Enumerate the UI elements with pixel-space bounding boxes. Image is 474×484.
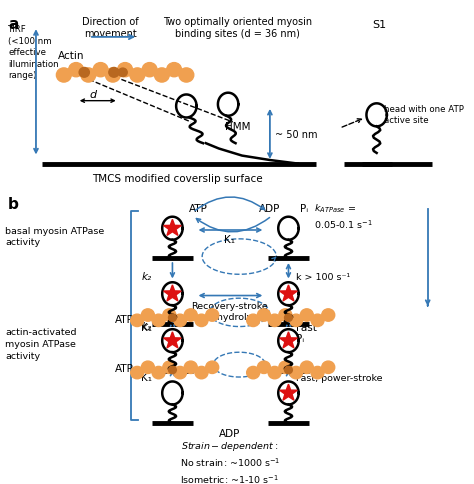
Circle shape bbox=[268, 315, 281, 327]
Circle shape bbox=[81, 69, 96, 83]
Circle shape bbox=[141, 362, 155, 374]
Circle shape bbox=[152, 367, 165, 379]
Circle shape bbox=[56, 69, 71, 83]
Circle shape bbox=[69, 63, 83, 77]
Circle shape bbox=[206, 362, 219, 374]
Circle shape bbox=[195, 367, 208, 379]
Text: HMM: HMM bbox=[225, 122, 251, 132]
Circle shape bbox=[184, 309, 197, 321]
Text: ~ 50 nm: ~ 50 nm bbox=[275, 130, 318, 140]
Circle shape bbox=[169, 314, 176, 322]
Circle shape bbox=[173, 315, 187, 327]
Text: $k_{ATPase}$ =
0.05-0.1 s$^{-1}$: $k_{ATPase}$ = 0.05-0.1 s$^{-1}$ bbox=[314, 202, 374, 230]
Text: ADP: ADP bbox=[259, 204, 280, 214]
Text: Recovery-stroke
and hydrolysis: Recovery-stroke and hydrolysis bbox=[191, 301, 268, 321]
Circle shape bbox=[284, 366, 292, 374]
Circle shape bbox=[322, 309, 335, 321]
Text: K₁: K₁ bbox=[141, 323, 152, 333]
Circle shape bbox=[268, 367, 281, 379]
Polygon shape bbox=[164, 286, 181, 302]
Text: K₁: K₁ bbox=[225, 234, 236, 244]
Circle shape bbox=[109, 68, 119, 78]
Circle shape bbox=[279, 309, 292, 321]
Text: k > 100 s⁻¹: k > 100 s⁻¹ bbox=[296, 272, 350, 281]
Circle shape bbox=[155, 69, 169, 83]
Text: TIRF
(<100 nm
effective
illumination
range): TIRF (<100 nm effective illumination ran… bbox=[8, 26, 59, 80]
Text: Fast: Fast bbox=[296, 323, 317, 333]
Circle shape bbox=[311, 315, 324, 327]
Circle shape bbox=[167, 63, 182, 77]
Text: a: a bbox=[8, 16, 18, 31]
Circle shape bbox=[105, 69, 120, 83]
Circle shape bbox=[184, 362, 197, 374]
Text: Pᵢ: Pᵢ bbox=[296, 333, 304, 343]
Circle shape bbox=[257, 362, 270, 374]
Text: Two optimally oriented myosin
binding sites (d = 36 nm): Two optimally oriented myosin binding si… bbox=[163, 16, 312, 39]
Circle shape bbox=[142, 63, 157, 77]
Text: ATP: ATP bbox=[115, 314, 134, 324]
Text: head with one ATP
active site: head with one ATP active site bbox=[384, 105, 464, 125]
Text: Actin: Actin bbox=[58, 51, 85, 61]
Circle shape bbox=[257, 309, 270, 321]
Circle shape bbox=[79, 68, 89, 78]
Circle shape bbox=[169, 366, 176, 374]
Circle shape bbox=[279, 362, 292, 374]
Text: ATP: ATP bbox=[115, 363, 134, 373]
Text: basal myosin ATPase
activity: basal myosin ATPase activity bbox=[5, 226, 105, 247]
Circle shape bbox=[246, 367, 260, 379]
Text: K₁: K₁ bbox=[141, 372, 152, 382]
Circle shape bbox=[93, 63, 108, 77]
Circle shape bbox=[130, 69, 145, 83]
Text: b: b bbox=[8, 197, 19, 212]
Circle shape bbox=[246, 315, 260, 327]
Circle shape bbox=[290, 367, 302, 379]
Circle shape bbox=[284, 314, 292, 322]
Text: k₂: k₂ bbox=[142, 272, 152, 282]
Circle shape bbox=[322, 362, 335, 374]
Text: S1: S1 bbox=[372, 20, 386, 30]
Text: actin-activated
myosin ATPase
activity: actin-activated myosin ATPase activity bbox=[5, 328, 77, 360]
Circle shape bbox=[206, 309, 219, 321]
Text: Direction of
movement: Direction of movement bbox=[82, 16, 138, 39]
Circle shape bbox=[163, 309, 176, 321]
Text: $\it{Strain-dependent:}$
No strain: ~1000 s$^{-1}$
Isometric: ~1-10 s$^{-1}$: $\it{Strain-dependent:}$ No strain: ~100… bbox=[180, 439, 280, 484]
Circle shape bbox=[311, 367, 324, 379]
Circle shape bbox=[173, 367, 187, 379]
Polygon shape bbox=[280, 332, 297, 348]
Polygon shape bbox=[164, 220, 181, 236]
Circle shape bbox=[141, 309, 155, 321]
Circle shape bbox=[131, 315, 144, 327]
Circle shape bbox=[195, 315, 208, 327]
Circle shape bbox=[301, 309, 313, 321]
Circle shape bbox=[290, 315, 302, 327]
Text: Pᵢ: Pᵢ bbox=[300, 204, 308, 214]
Circle shape bbox=[118, 69, 127, 77]
Text: k₂: k₂ bbox=[142, 321, 152, 331]
Text: ADP: ADP bbox=[219, 428, 241, 438]
Circle shape bbox=[301, 362, 313, 374]
Polygon shape bbox=[280, 384, 297, 400]
Polygon shape bbox=[280, 286, 297, 302]
Circle shape bbox=[163, 362, 176, 374]
Text: d: d bbox=[90, 91, 97, 100]
Circle shape bbox=[118, 63, 133, 77]
Circle shape bbox=[152, 315, 165, 327]
Circle shape bbox=[131, 367, 144, 379]
Circle shape bbox=[179, 69, 194, 83]
Text: ATP: ATP bbox=[189, 204, 208, 214]
Text: TMCS modified coverslip surface: TMCS modified coverslip surface bbox=[92, 174, 263, 184]
Text: Fast, power-stroke: Fast, power-stroke bbox=[296, 373, 383, 382]
Polygon shape bbox=[164, 332, 181, 348]
